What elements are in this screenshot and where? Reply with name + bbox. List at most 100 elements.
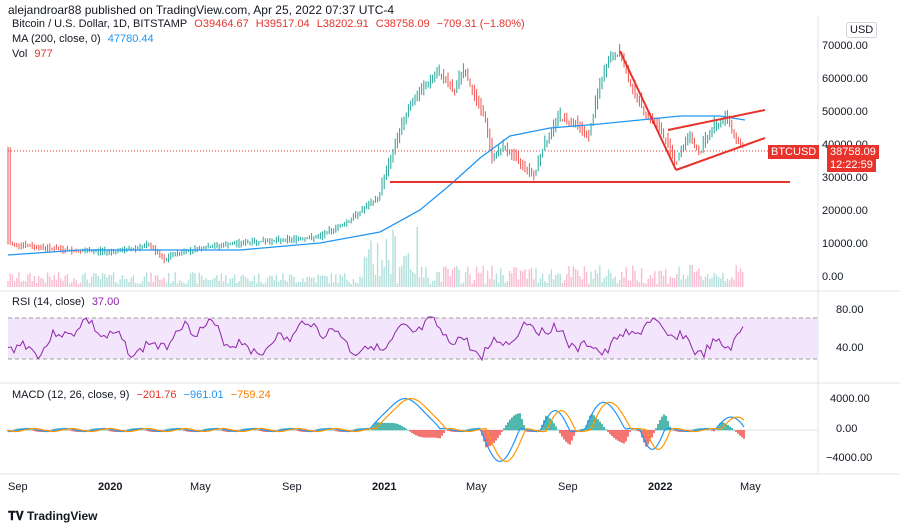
volume-bar	[299, 282, 302, 287]
volume-bar	[101, 273, 104, 287]
macd-hist-bar	[627, 430, 629, 437]
volume-bar	[295, 282, 297, 287]
volume-bar	[185, 283, 187, 287]
volume-bar	[38, 276, 40, 287]
volume-bar	[229, 278, 231, 287]
volume-bar	[196, 283, 198, 287]
vol-value: 977	[34, 48, 53, 60]
volume-bar	[557, 273, 559, 287]
volume-bar	[255, 282, 258, 287]
macd-hist-bar	[707, 429, 709, 431]
macd-hist-bar	[495, 430, 497, 441]
volume-bar	[308, 276, 311, 287]
volume-bar	[220, 273, 223, 287]
macd-hist-bar	[431, 430, 433, 438]
volume-bar	[249, 281, 251, 287]
currency-badge[interactable]: USD	[846, 22, 878, 38]
volume-bar	[574, 269, 577, 287]
volume-bar	[18, 272, 20, 287]
volume-bar	[407, 252, 410, 287]
macd-hist-bar	[487, 430, 489, 447]
macd-hist-bar	[223, 430, 225, 432]
volume-bar	[687, 275, 689, 287]
macd-hist-bar	[439, 430, 441, 439]
volume-bar	[513, 266, 515, 287]
macd-hist-bar	[301, 430, 303, 432]
macd-hist-bar	[651, 430, 653, 438]
macd-hist-bar	[713, 430, 715, 432]
volume-bar	[440, 281, 443, 287]
macd-hist-bar	[381, 422, 383, 431]
macd-hist-bar	[421, 430, 423, 438]
macd-hist-bar	[731, 428, 733, 431]
macd-hist-bar	[123, 430, 125, 431]
macd-hist-bar	[677, 430, 679, 432]
volume-bar	[456, 266, 458, 287]
volume-bar	[733, 279, 735, 287]
volume-bar	[277, 281, 280, 287]
macd-hist-bar	[53, 428, 55, 431]
macd-hist-bar	[319, 428, 321, 431]
macd-hist-bar	[589, 415, 591, 431]
volume-bar	[49, 276, 51, 287]
volume-bar	[95, 273, 97, 287]
volume-bar	[178, 280, 181, 287]
macd-hist-bar	[613, 430, 615, 438]
volume-bar	[143, 276, 146, 287]
volume-bar	[489, 278, 491, 287]
volume-bar	[350, 283, 352, 287]
volume-bar	[590, 271, 592, 287]
volume-bar	[31, 281, 33, 287]
ohlc-high: H39517.04	[255, 18, 310, 30]
ma-200-line	[7, 115, 746, 256]
ohlc-open: O39464.67	[194, 18, 249, 30]
volume-bar	[691, 265, 693, 287]
macd-hist-bar	[563, 430, 565, 440]
macd-hist-bar	[619, 430, 621, 442]
volume-bar	[247, 278, 249, 287]
volume-bar	[216, 275, 218, 287]
macd-hist-bar	[523, 425, 525, 431]
volume-bar	[673, 278, 676, 287]
volume-bar	[647, 278, 649, 287]
volume-bar	[519, 270, 522, 287]
volume-bar	[480, 272, 482, 287]
volume-bar	[401, 265, 403, 287]
macd-hist-bar	[103, 429, 105, 431]
volume-bar	[238, 281, 240, 287]
volume-bar	[737, 272, 740, 287]
macd-hist-bar	[413, 430, 415, 435]
volume-bar	[266, 278, 269, 287]
volume-bar	[35, 282, 38, 287]
macd-hist-bar	[735, 430, 737, 432]
macd-histogram	[7, 413, 745, 448]
volume-bar	[537, 282, 539, 287]
time-tick: 2022	[648, 481, 673, 493]
volume-bar	[605, 275, 608, 287]
ma-legend: MA (200, close, 0) 47780.44	[12, 33, 158, 45]
volume-bar	[739, 268, 742, 287]
macd-hist-bar	[543, 420, 545, 431]
volume-bar	[167, 272, 170, 287]
volume-bars	[7, 227, 744, 287]
volume-bar	[64, 275, 66, 287]
volume-bar	[181, 281, 183, 287]
macd-hist-bar	[339, 430, 341, 432]
volume-bar	[506, 281, 509, 287]
volume-bar	[614, 276, 616, 287]
macd-hist-bar	[111, 430, 113, 432]
macd-hist-bar	[263, 430, 265, 432]
wedge-lower-line	[675, 137, 766, 171]
macd-hist-bar	[653, 430, 655, 434]
tradingview-logo[interactable]: 𝐓𝐕 TradingView	[8, 509, 98, 524]
volume-bar	[42, 278, 44, 287]
volume-bar	[561, 283, 564, 287]
volume-bar	[231, 278, 234, 287]
volume-bar	[189, 273, 192, 287]
volume-bar	[447, 268, 449, 287]
volume-bar	[374, 275, 377, 287]
volume-bar	[438, 272, 440, 287]
macd-hist-bar	[597, 419, 599, 431]
volume-bar	[82, 274, 84, 287]
